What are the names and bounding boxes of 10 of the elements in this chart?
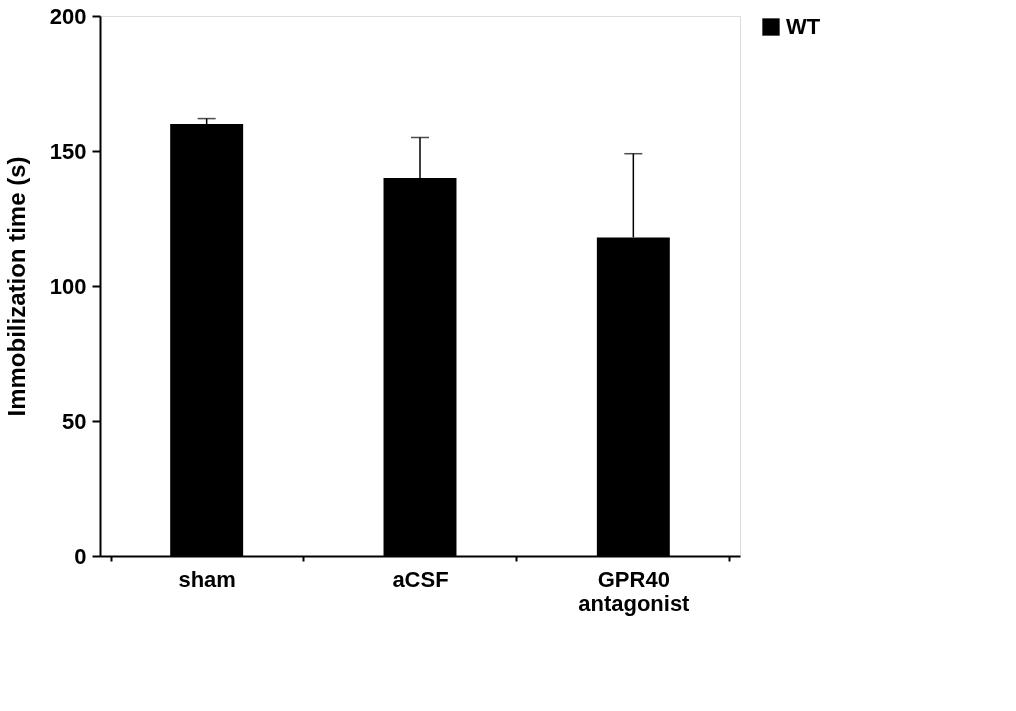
x-tick-label: GPR40 antagonist (578, 566, 691, 616)
legend-label: WT (786, 14, 821, 39)
y-tick-label: 100 (49, 273, 87, 299)
y-tick-label: 200 (49, 3, 87, 29)
y-tick-label: 50 (62, 408, 87, 434)
y-tick-label: 0 (74, 543, 87, 569)
x-tick-label: sham (178, 566, 236, 592)
x-tick-label: aCSF (392, 566, 449, 592)
y-tick-label: 150 (49, 138, 87, 164)
y-axis-title: Immobilization time (s) (2, 156, 30, 417)
